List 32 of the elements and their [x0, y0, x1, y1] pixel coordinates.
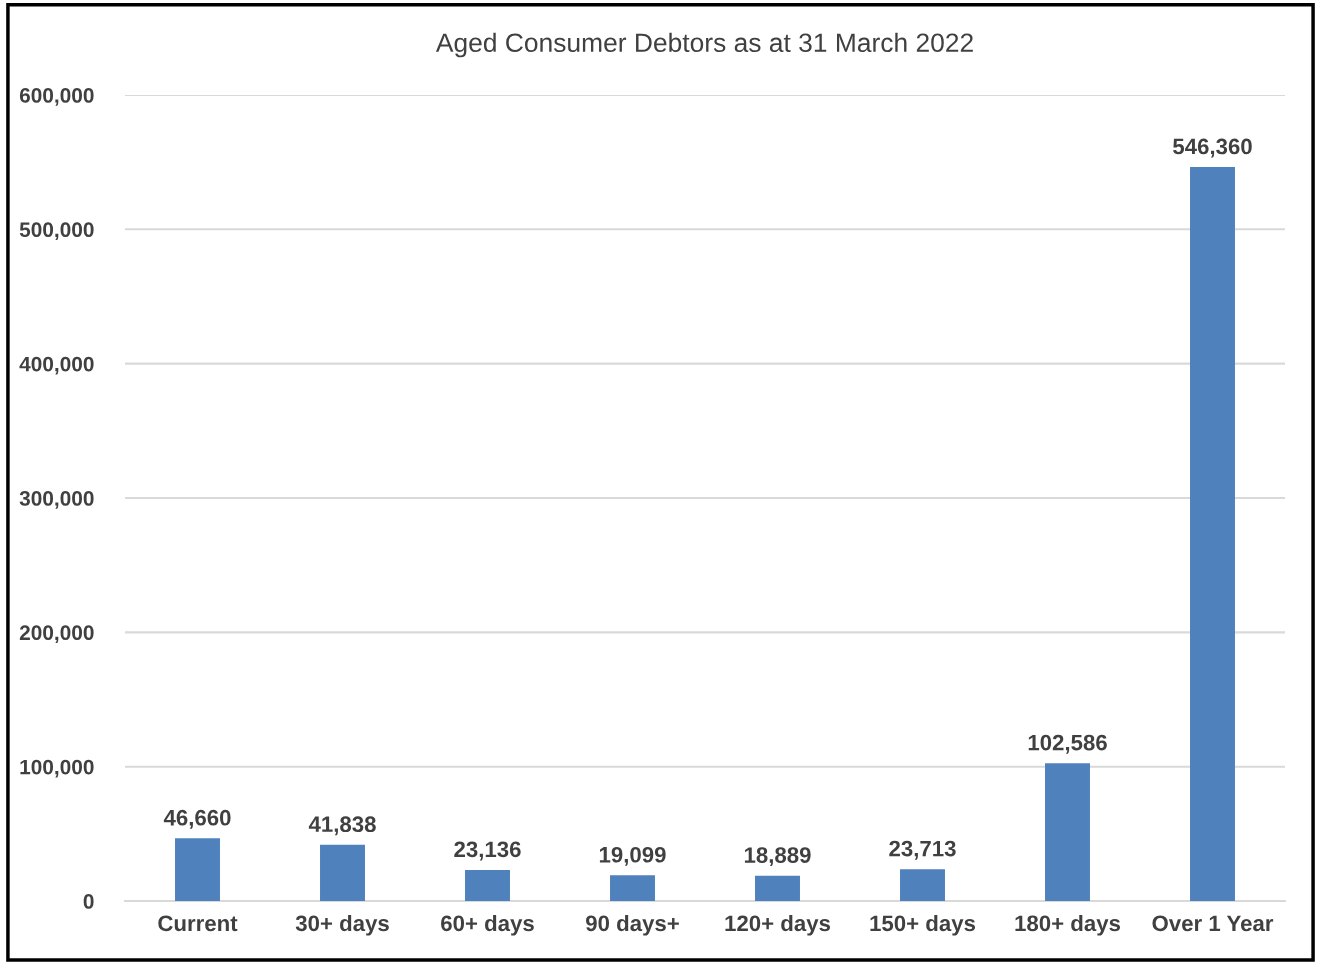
- bar: [755, 875, 800, 901]
- bar: [320, 844, 365, 901]
- bar: [900, 869, 945, 901]
- bar: [610, 875, 655, 901]
- x-tick-label: 150+ days: [870, 914, 976, 936]
- x-tick-label: 90 days+: [586, 914, 679, 936]
- data-label: 23,136: [454, 841, 521, 861]
- y-tick-label: 0: [83, 894, 94, 909]
- data-label: 102,586: [1028, 734, 1107, 754]
- y-tick-label: 400,000: [19, 356, 94, 375]
- data-label: 18,889: [744, 847, 811, 867]
- y-tick-label: 500,000: [19, 222, 94, 241]
- bar: [465, 869, 510, 901]
- x-tick-label: 60+ days: [441, 914, 534, 936]
- chart-title: Aged Consumer Debtors as at 31 March 2022: [435, 32, 973, 58]
- bar: [1045, 763, 1090, 901]
- data-label: 546,360: [1173, 138, 1252, 158]
- y-tick-label: 200,000: [19, 625, 94, 644]
- data-label: 23,713: [889, 840, 956, 860]
- x-tick-label: 120+ days: [725, 914, 831, 936]
- data-label: 19,099: [599, 846, 666, 866]
- y-tick-label: 600,000: [19, 88, 94, 106]
- bar: [175, 838, 220, 901]
- x-tick-label: Over 1 Year: [1152, 915, 1274, 932]
- x-tick-label: Current: [158, 915, 238, 932]
- data-label: 41,838: [308, 816, 376, 836]
- x-tick-label: 180+ days: [1015, 914, 1121, 936]
- data-label: 46,660: [163, 809, 231, 829]
- bar: [1190, 167, 1235, 901]
- y-tick-label: 100,000: [20, 759, 94, 778]
- x-tick-label: 30+ days: [295, 914, 389, 936]
- y-tick-label: 300,000: [19, 491, 94, 509]
